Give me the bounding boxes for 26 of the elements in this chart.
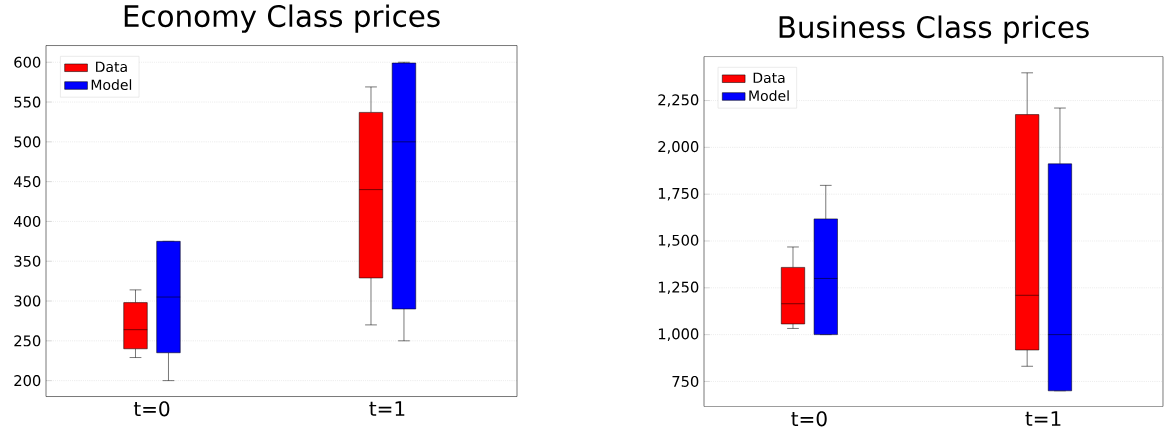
chart-title: Economy Class prices bbox=[124, 4, 440, 34]
y-tick-label: 300 bbox=[14, 295, 41, 307]
legend-label: Model bbox=[91, 79, 132, 91]
legend-label: Data bbox=[96, 61, 127, 73]
y-tick-label: 2,250 bbox=[658, 94, 699, 108]
x-tick-label: t=0 bbox=[791, 411, 827, 427]
y-tick-label: 1,250 bbox=[658, 281, 699, 295]
y-tick-label: 1,750 bbox=[658, 188, 699, 201]
x-tick-label: t=0 bbox=[133, 401, 170, 417]
y-tick-label: 750 bbox=[672, 376, 699, 388]
y-tick-label: 2,000 bbox=[658, 141, 699, 154]
y-tick-label: 1,000 bbox=[658, 328, 699, 342]
y-tick-label: 400 bbox=[14, 216, 41, 228]
x-tick-label: t=1 bbox=[369, 401, 405, 417]
y-tick-label: 600 bbox=[14, 56, 41, 69]
y-tick-label: 550 bbox=[14, 96, 41, 108]
y-tick-label: 500 bbox=[14, 136, 41, 148]
y-tick-label: 200 bbox=[14, 375, 41, 387]
legend-label: Data bbox=[753, 72, 785, 84]
legend-label: Model bbox=[749, 90, 789, 102]
chart-title: Business Class prices bbox=[779, 15, 1089, 45]
y-tick-label: 450 bbox=[14, 176, 41, 188]
y-tick-label: 1,500 bbox=[658, 234, 699, 248]
x-tick-label: t=1 bbox=[1025, 411, 1061, 427]
y-tick-label: 350 bbox=[14, 255, 41, 268]
y-tick-label: 250 bbox=[14, 335, 41, 347]
